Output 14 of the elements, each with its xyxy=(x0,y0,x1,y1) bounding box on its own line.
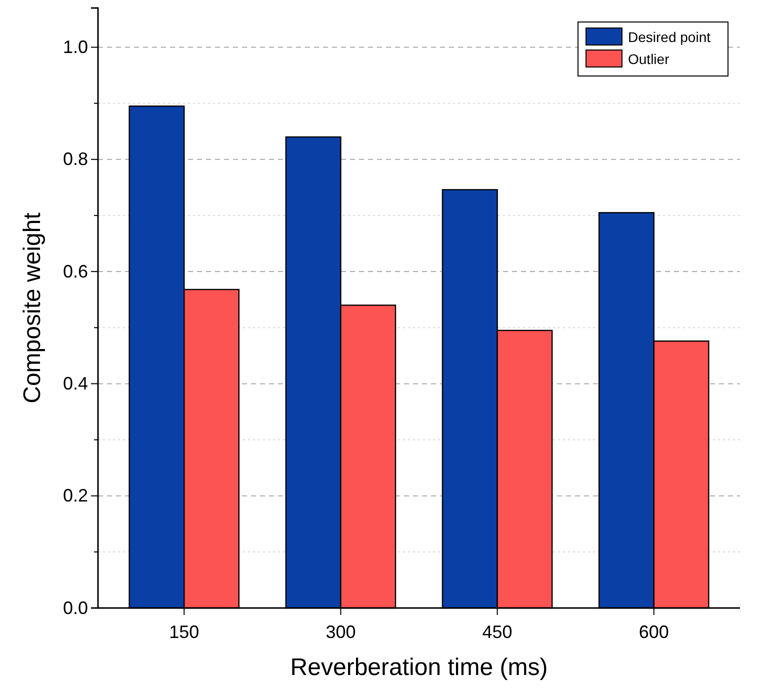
x-tick-label: 150 xyxy=(169,622,200,642)
y-tick-label: 0.0 xyxy=(62,598,88,618)
x-tick-label: 450 xyxy=(482,622,512,642)
y-axis-title: Composite weight xyxy=(19,212,46,404)
x-tick-label: 300 xyxy=(326,622,356,642)
legend-label: Outlier xyxy=(628,51,670,67)
y-tick-label: 0.2 xyxy=(62,486,88,506)
x-axis-title: Reverberation time (ms) xyxy=(290,654,548,681)
y-tick-label: 0.6 xyxy=(62,261,88,282)
y-tick-label: 1.0 xyxy=(62,37,88,58)
y-tick-label: 0.8 xyxy=(62,149,88,170)
y-tick-label: 0.4 xyxy=(62,373,88,394)
x-tick-label: 600 xyxy=(638,622,669,642)
legend-label: Desired point xyxy=(628,29,711,45)
